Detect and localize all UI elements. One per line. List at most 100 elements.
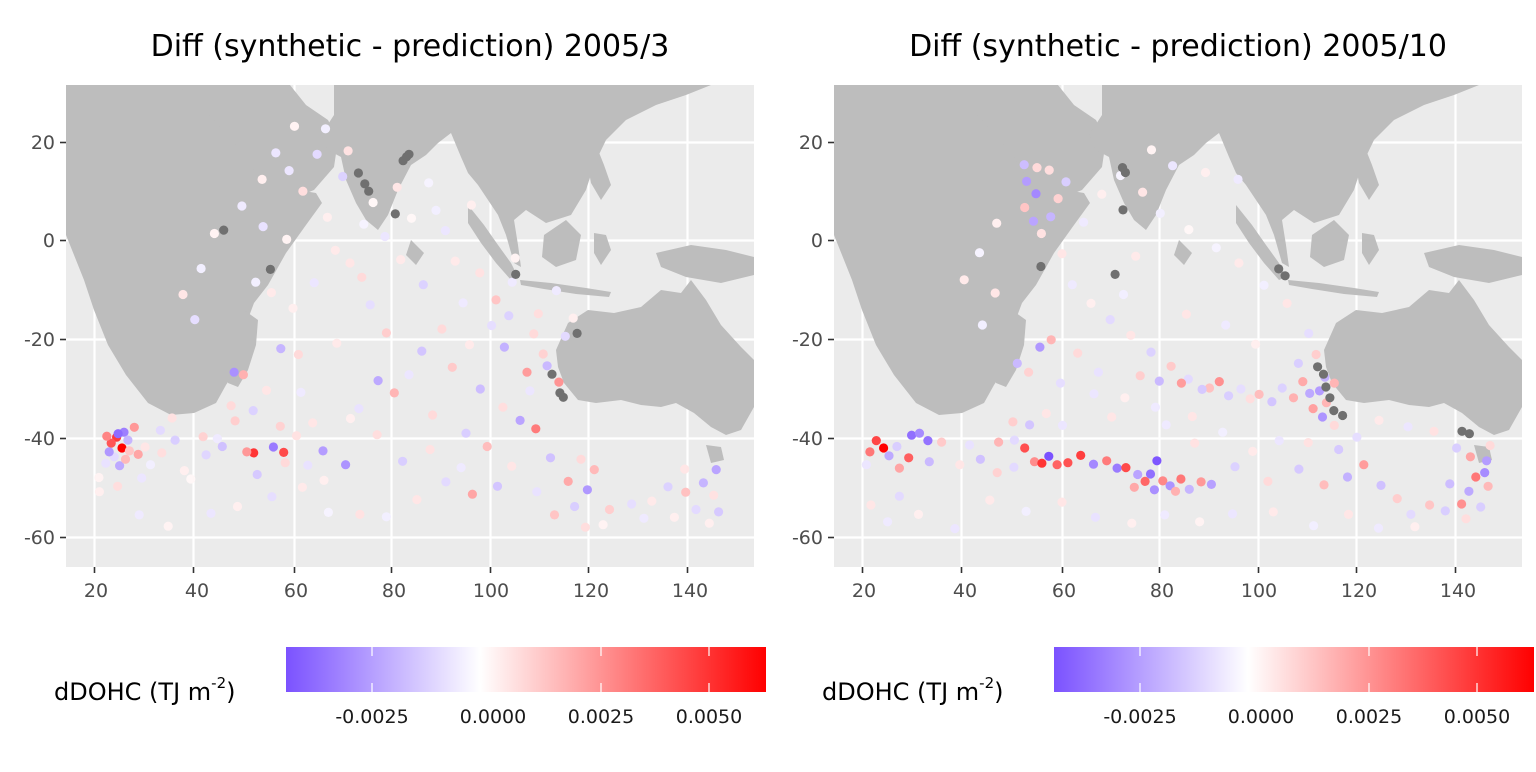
panel-2-point-150 (1021, 506, 1031, 516)
panel-1-point-102 (206, 508, 216, 518)
panel-1-point-48 (365, 300, 375, 310)
panel-2-point-122 (1483, 481, 1493, 491)
panel-2-point-123 (1476, 502, 1486, 512)
panel-2-xlabel-60: 60 (1052, 580, 1076, 602)
panel-2-point-140 (1187, 411, 1197, 422)
panel-2-point-17 (1029, 457, 1040, 467)
panel-2-xlabel-80: 80 (1150, 580, 1174, 602)
panel-2-point-145 (866, 500, 876, 510)
panel-2-point-121 (1480, 468, 1490, 478)
panel-1-point-112 (209, 228, 219, 239)
panel-1-point-24 (242, 447, 252, 457)
panel-2-point-100 (1057, 249, 1067, 259)
panel-2-point-147 (913, 509, 924, 519)
panel-1-point-122 (418, 280, 428, 290)
panel-2-point-30 (1152, 456, 1162, 466)
panel-2-point-92 (1234, 258, 1244, 268)
panel-1-point-47 (345, 258, 355, 268)
panel-2-point-8 (923, 436, 933, 446)
panel-1-ylabel-m60: -60 (24, 527, 55, 549)
panel-1-point-137 (425, 444, 435, 455)
panel-2-point-12 (937, 437, 947, 447)
panel-2-point-84 (1298, 377, 1308, 387)
panel-1-ylabel-m20: -20 (24, 329, 55, 351)
panel-1-point-37 (293, 349, 303, 360)
panel-2-point-126 (1465, 452, 1475, 462)
panel-2-point-33 (1176, 474, 1186, 484)
panel-2-point-78 (1176, 378, 1186, 388)
panel-1-point-109 (190, 315, 200, 325)
panel-1-legend-title-sup: -2 (211, 674, 226, 692)
panel-1: Diff (synthetic - prediction) 2005/3 (24, 29, 766, 728)
panel-2-point-139 (1218, 427, 1228, 437)
panel-2-point-23 (1088, 459, 1099, 469)
panel-1-point-146 (120, 454, 131, 464)
panel-2-point-68 (1166, 361, 1176, 371)
panel-1-point-173 (390, 209, 400, 219)
panel-2: Diff (synthetic - prediction) 2005/10 (792, 29, 1534, 728)
panel-2-point-183 (1118, 205, 1128, 215)
panel-1-xlabel-120: 120 (573, 580, 609, 602)
panel-2-legend-title-text: dDOHC (TJ m (822, 678, 979, 706)
panel-1-point-59 (466, 200, 476, 210)
panel-2-point-31 (1158, 476, 1168, 486)
panel-2-point-104 (1107, 412, 1117, 422)
panel-1-point-16 (137, 473, 147, 483)
panel-2-point-46 (1041, 408, 1051, 419)
panel-2-point-14 (975, 454, 986, 464)
panel-2-point-182 (1120, 167, 1130, 178)
panel-2-ylabel-0: 0 (811, 230, 823, 252)
panel-1-point-124 (475, 384, 485, 394)
panel-1-x-ticks: 20 40 60 80 100 120 140 (84, 567, 708, 602)
panel-2-point-71 (1224, 391, 1234, 401)
panel-2-point-91 (1259, 280, 1269, 290)
panel-2-point-125 (1445, 479, 1455, 489)
panel-1-point-105 (113, 481, 123, 491)
panel-1-point-92 (492, 481, 503, 491)
panel-1-point-130 (551, 286, 562, 296)
panel-1-point-169 (265, 264, 275, 274)
panel-1-point-159 (542, 361, 552, 371)
panel-1-point-22 (268, 442, 278, 452)
panel-1-point-158 (529, 329, 539, 339)
panel-1-point-25 (217, 441, 227, 452)
panel-2-point-42 (994, 437, 1004, 447)
panel-2-point-117 (1440, 506, 1450, 516)
panel-1-xlabel-40: 40 (185, 580, 209, 602)
panel-1-xlabel-20: 20 (84, 580, 108, 602)
panel-2-point-49 (1024, 367, 1034, 377)
panel-1-point-161 (450, 256, 460, 266)
panel-2-point-47 (1057, 420, 1068, 430)
panel-1-point-70 (533, 309, 543, 319)
panel-2-point-119 (1464, 486, 1474, 496)
panel-1-point-84 (711, 465, 721, 475)
panel-1-point-165 (330, 245, 340, 255)
panel-1-point-57 (475, 268, 485, 278)
panel-1-point-27 (275, 421, 285, 431)
panel-2-xlabel-140: 140 (1440, 580, 1476, 602)
panel-2-point-95 (1155, 208, 1165, 218)
panel-1-point-88 (714, 507, 724, 517)
panel-2-point-173 (1200, 167, 1211, 178)
panel-2-point-18 (1037, 458, 1047, 468)
panel-2-point-61 (1061, 177, 1071, 187)
panel-2-point-105 (1161, 420, 1171, 430)
panel-1-legend: dDOHC (TJ m-2) -0.0025 0.0000 0.0025 0.0… (54, 647, 766, 728)
panel-2-xlabel-20: 20 (852, 580, 876, 602)
panel-1-point-18 (229, 367, 239, 377)
panel-2-point-193 (1464, 429, 1474, 439)
panel-2-point-114 (1392, 494, 1402, 504)
panel-1-xlabel-140: 140 (672, 580, 708, 602)
panel-1-point-89 (680, 464, 690, 474)
panel-1-point-116 (289, 121, 300, 131)
panel-2-point-136 (1303, 438, 1313, 448)
panel-2-point-50 (1035, 342, 1045, 352)
panel-2-point-135 (1334, 444, 1344, 455)
panel-2-ylabel-20: 20 (799, 132, 823, 154)
panel-2-cblabel-1: -0.0025 (1103, 706, 1176, 728)
panel-2-point-55 (1031, 189, 1041, 199)
panel-1-point-96 (381, 512, 391, 522)
panel-2-point-59 (1046, 212, 1056, 222)
panel-1-point-115 (271, 148, 281, 158)
panel-1-point-95 (412, 495, 422, 505)
